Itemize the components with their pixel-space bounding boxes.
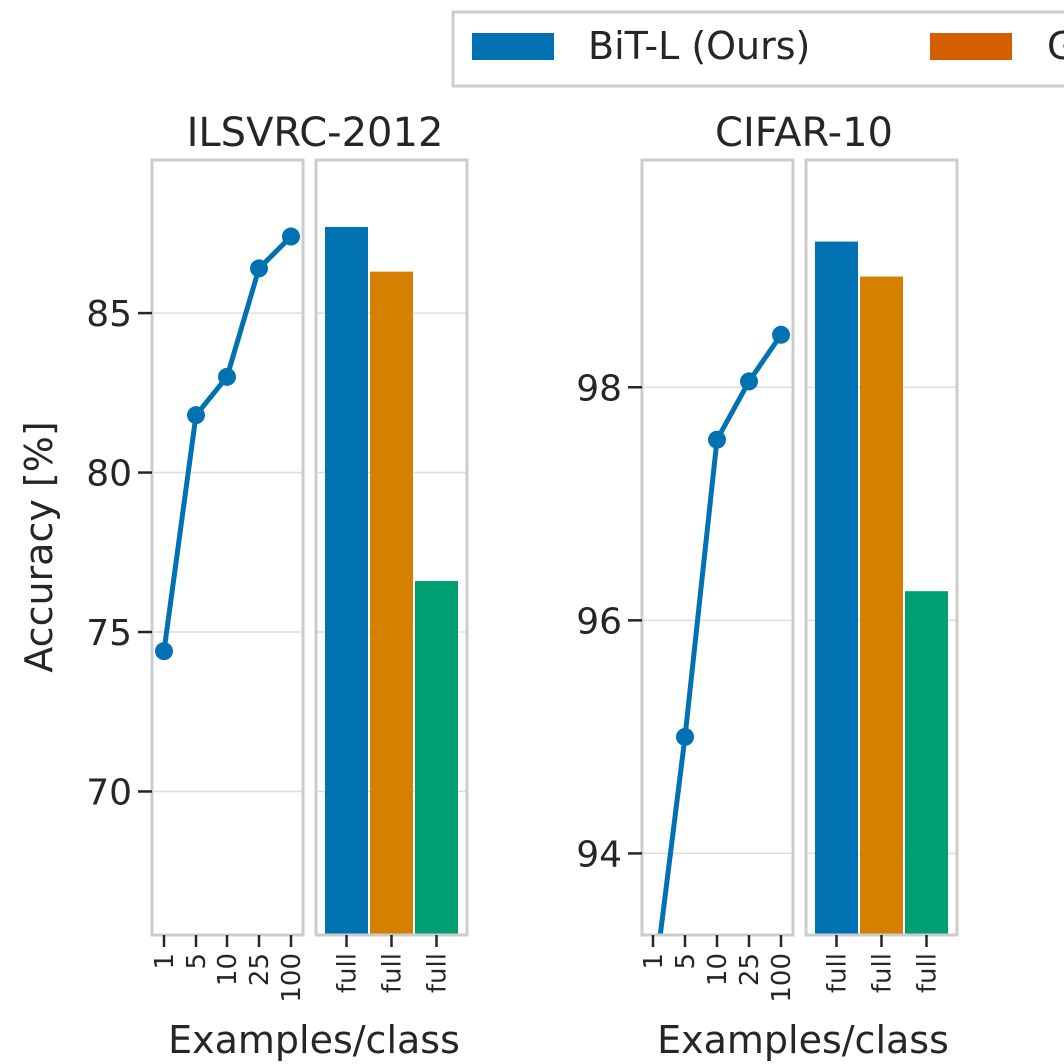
data-point	[218, 367, 236, 386]
legend-label-bit-l: BiT-L (Ours)	[588, 24, 810, 68]
data-point	[772, 325, 790, 344]
y-tick-label: 94	[576, 834, 622, 875]
y-axis-label: Accuracy [%]	[17, 421, 61, 672]
bar	[325, 226, 368, 935]
panel-title: CIFAR-10	[715, 110, 893, 156]
x-axis-label: Examples/class	[168, 1018, 460, 1062]
bar	[415, 580, 458, 935]
y-tick-label: 80	[86, 454, 132, 495]
x-tick-label: 10	[213, 953, 243, 986]
y-tick-label: 98	[576, 368, 622, 409]
y-tick-label: 75	[86, 613, 132, 654]
x-tick-label: full	[333, 953, 363, 993]
legend: BiT-L (Ours) G	[451, 10, 1064, 88]
x-tick-label: full	[823, 953, 853, 993]
x-tick-label: 100	[277, 953, 307, 1003]
line-subplot-frame	[640, 158, 795, 937]
bar	[815, 241, 858, 935]
x-tick-label: 1	[150, 953, 180, 970]
x-tick-label: full	[378, 953, 408, 993]
x-tick-label: 1	[639, 953, 669, 970]
x-tick-label: 5	[671, 953, 701, 970]
x-tick-label: 10	[703, 953, 733, 986]
x-tick-label: full	[423, 953, 453, 993]
legend-swatch-bit-l	[472, 33, 554, 60]
y-tick-label: 96	[576, 601, 622, 642]
x-tick-label: full	[868, 953, 898, 993]
data-point	[187, 406, 205, 425]
series-line	[161, 234, 293, 652]
bar	[905, 591, 948, 935]
x-axis-label: Examples/class	[657, 1018, 949, 1062]
data-point	[155, 642, 173, 661]
legend-label-other: G	[1047, 24, 1064, 68]
legend-swatch-other	[930, 33, 1012, 60]
x-tick-label: 100	[767, 953, 797, 1003]
x-tick-label: 5	[182, 953, 212, 970]
panel-ilsvrc-2012: ILSVRC-2012 Accuracy [%] 70 75 80 85 1 5 10 25…	[17, 110, 469, 1062]
x-tick-label: 25	[245, 953, 275, 986]
y-tick-label: 70	[86, 772, 132, 813]
line-subplot-frame	[150, 158, 305, 937]
x-tick-label: full	[913, 953, 943, 993]
data-point	[282, 227, 300, 246]
panel-cifar-10: CIFAR-10 94 96 98 1 5 10 25 100 full full full Ex…	[576, 110, 959, 1062]
y-tick-label: 85	[86, 294, 132, 335]
bar	[370, 271, 413, 936]
data-point	[676, 727, 694, 746]
bar	[860, 276, 903, 935]
data-point	[740, 372, 758, 391]
data-point	[250, 259, 268, 278]
x-tick-label: 25	[735, 953, 765, 986]
data-point	[708, 430, 726, 449]
panel-title: ILSVRC-2012	[187, 110, 444, 156]
